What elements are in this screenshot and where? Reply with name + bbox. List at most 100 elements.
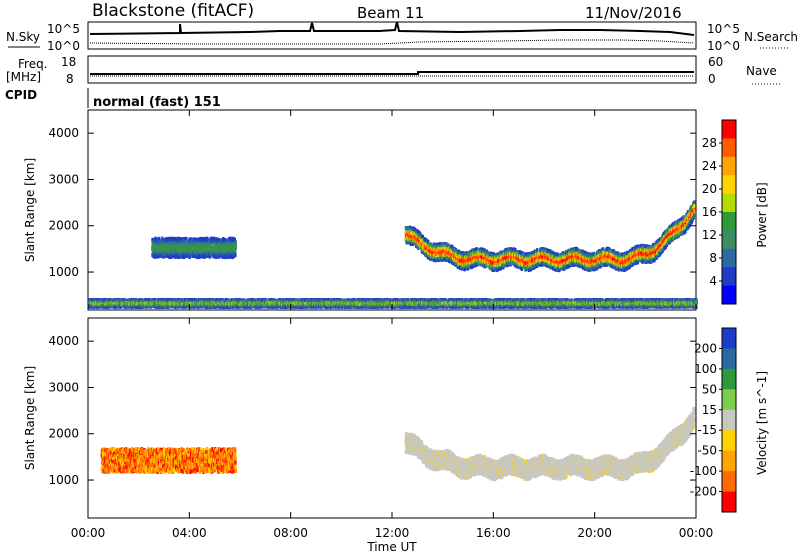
echo-cell [425,238,428,243]
echo-cell [693,208,696,213]
nave-label: Nave [746,64,777,78]
echo-cell [659,237,662,242]
echo-cell [693,200,696,205]
echo-cell [656,248,659,253]
nsky-trace [89,21,695,36]
echo-cell [560,266,564,271]
echo-cell [613,257,616,262]
echo-cell [437,253,440,258]
noise-tick-high-right: 10^5 [707,22,740,36]
noise-panel: N.Sky 10^5 10^0 10^5 10^0 N.Search [6,21,798,53]
echo-cell [536,264,539,268]
echo-cell [459,251,462,256]
echo-cell [556,256,560,261]
noise-tick-low-left: 10^0 [47,39,80,53]
echo-cell [598,252,601,257]
echo-cell [548,258,551,263]
echo-cell [613,250,616,255]
echo-cell [551,250,554,255]
echo-cell [423,241,426,245]
echo-cell [613,254,616,258]
echo-cell [692,214,696,219]
noise-tick-low-right: 10^0 [707,39,740,53]
echo-cell [533,255,536,260]
noise-tick-high-left: 10^5 [47,22,80,36]
echo-cell [590,261,593,266]
echo-cell [518,252,521,257]
date-title: 11/Nov/2016 [585,4,682,22]
nsearch-trace [89,39,695,45]
echo-cell [513,257,516,262]
echo-cell [434,258,437,263]
echo-cell [572,255,575,260]
echo-cell [494,267,497,272]
freq-trace [90,71,694,75]
echo-cell [476,255,479,260]
echo-cell [427,239,430,244]
echo-cell [629,264,632,269]
echo-cell [693,204,696,208]
echo-cell [575,247,578,252]
echo-cell [421,245,424,250]
echo-cell [626,250,629,255]
echo-cell [513,247,516,252]
echo-cell [456,251,459,256]
station-title: Blackstone (fitACF) [92,1,254,21]
echo-cell [536,248,539,253]
echo-cell [652,242,655,247]
echo-cell [515,264,519,269]
echo-cell [429,256,432,261]
echo-cell [618,267,621,271]
echo-cell [545,254,548,259]
echo-cell [424,237,427,242]
cpid-value: normal (fast) 151 [93,95,221,110]
echo-cell [616,254,619,259]
beam-title: Beam 11 [357,4,424,22]
echo-cell [417,244,420,249]
echo-cell [416,232,419,237]
echo-cell [564,264,567,269]
echo-cell [483,249,486,254]
echo-cell [637,248,640,252]
freq-tick-high: 18 [61,55,76,69]
echo-cell [475,247,478,252]
nsearch-label: N.Search [744,30,798,44]
echo-cell [413,228,416,232]
echo-cell [632,262,635,267]
echo-cell [569,260,572,265]
echo-cell [464,266,467,271]
echo-cell [481,247,484,252]
freq-tick-low: 8 [66,72,74,86]
echo-cell [653,258,656,263]
cpid-label: CPID [5,88,37,102]
echo-cell [493,253,496,258]
echo-cell [521,251,524,256]
echo-cell [420,242,423,247]
echo-cell [466,260,469,265]
echo-cell [651,258,654,263]
echo-cell [447,256,450,261]
echo-cell [542,261,546,266]
freq-unit-label: [MHz] [6,70,41,84]
nave-tick-low: 0 [708,72,716,86]
echo-cell [569,263,572,268]
echo-cell [518,250,522,255]
echo-cell [586,257,589,261]
echo-cell [629,249,632,254]
echo-cell [536,259,539,263]
echo-cell [581,262,584,267]
echo-cell [458,260,461,265]
echo-cell [546,262,549,267]
echo-cell [553,259,556,264]
echo-cell [412,241,415,246]
echo-cell [553,251,556,256]
echo-cell [591,266,594,271]
echo-cell [421,235,424,240]
freq-panel: Freq. [MHz] 18 8 60 0 Nave [6,55,780,86]
nave-tick-high: 60 [708,55,723,69]
echo-cell [411,233,414,238]
echo-cell [462,251,465,256]
echo-cell [531,250,534,255]
